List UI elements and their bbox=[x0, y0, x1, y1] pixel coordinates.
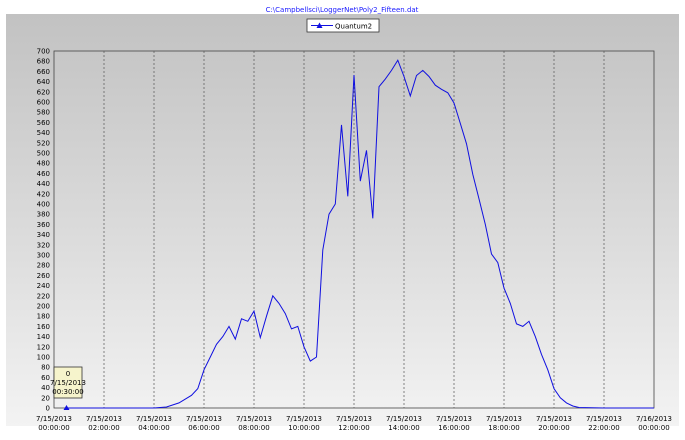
x-tick-date: 7/15/2013 bbox=[336, 415, 372, 423]
y-tick-label: 540 bbox=[37, 129, 50, 137]
legend-box bbox=[306, 18, 380, 33]
x-tick-date: 7/15/2013 bbox=[436, 415, 472, 423]
y-tick-label: 220 bbox=[37, 292, 50, 300]
tooltip-value: 0 bbox=[66, 370, 70, 378]
y-tick-label: 460 bbox=[37, 170, 50, 178]
data-point-tooltip: 0 7/15/2013 00:30:00 bbox=[50, 366, 86, 399]
y-tick-label: 360 bbox=[37, 221, 50, 229]
x-tick-time: 14:00:00 bbox=[388, 424, 419, 432]
y-tick-label: 400 bbox=[37, 201, 50, 209]
x-tick-date: 7/15/2013 bbox=[486, 415, 522, 423]
y-tick-label: 640 bbox=[37, 78, 50, 86]
y-axis-ticks: 0 20 40 60 80 100 120 140 160 180 200 220 240 260 280 3… bbox=[37, 48, 50, 413]
grid-lines bbox=[103, 51, 605, 408]
x-tick-date: 7/15/2013 bbox=[286, 415, 322, 423]
y-tick-label: 60 bbox=[41, 374, 50, 382]
series-layer bbox=[63, 59, 654, 410]
x-tick-time: 20:00:00 bbox=[538, 424, 569, 432]
y-tick-label: 680 bbox=[37, 58, 50, 66]
x-tick-time: 04:00:00 bbox=[138, 424, 169, 432]
y-tick-label: 120 bbox=[37, 343, 50, 351]
y-tick-label: 580 bbox=[37, 109, 50, 117]
x-tick-time: 06:00:00 bbox=[188, 424, 219, 432]
chart-background bbox=[6, 14, 679, 426]
tooltip-box bbox=[53, 366, 83, 399]
x-tick-date: 7/15/2013 bbox=[586, 415, 622, 423]
y-tick-label: 0 bbox=[46, 405, 50, 413]
x-tick-date: 7/15/2013 bbox=[86, 415, 122, 423]
y-tick-label: 160 bbox=[37, 323, 50, 331]
y-tick-label: 700 bbox=[37, 48, 50, 56]
y-tick-label: 200 bbox=[37, 303, 50, 311]
y-tick-label: 520 bbox=[37, 139, 50, 147]
y-tick-label: 240 bbox=[37, 282, 50, 290]
x-tick-time: 16:00:00 bbox=[438, 424, 469, 432]
x-axis-ticks: 7/15/201300:00:007/15/201302:00:007/15/2… bbox=[36, 415, 672, 432]
legend[interactable]: Quantum2 bbox=[306, 18, 380, 33]
series-line-quantum2 bbox=[66, 59, 654, 409]
x-tick-time: 18:00:00 bbox=[488, 424, 519, 432]
x-tick-time: 00:00:00 bbox=[38, 424, 69, 432]
x-tick-date: 7/15/2013 bbox=[36, 415, 72, 423]
x-tick-date: 7/15/2013 bbox=[136, 415, 172, 423]
y-tick-label: 480 bbox=[37, 160, 50, 168]
y-tick-label: 140 bbox=[37, 333, 50, 341]
x-tick-date: 7/15/2013 bbox=[186, 415, 222, 423]
y-tick-label: 80 bbox=[41, 364, 50, 372]
y-tick-label: 280 bbox=[37, 262, 50, 270]
y-tick-label: 380 bbox=[37, 211, 50, 219]
legend-label: Quantum2 bbox=[335, 23, 372, 31]
y-tick-label: 180 bbox=[37, 313, 50, 321]
x-tick-time: 08:00:00 bbox=[238, 424, 269, 432]
tooltip-date: 7/15/2013 bbox=[50, 379, 86, 387]
y-tick-label: 100 bbox=[37, 354, 50, 362]
x-tick-date: 7/16/2013 bbox=[636, 415, 672, 423]
y-tick-label: 440 bbox=[37, 180, 50, 188]
tooltip-time: 00:30:00 bbox=[52, 388, 83, 396]
x-tick-time: 02:00:00 bbox=[88, 424, 119, 432]
y-tick-label: 20 bbox=[41, 394, 50, 402]
y-tick-label: 40 bbox=[41, 384, 50, 392]
x-tick-date: 7/15/2013 bbox=[236, 415, 272, 423]
x-tick-date: 7/15/2013 bbox=[536, 415, 572, 423]
y-tick-label: 260 bbox=[37, 272, 50, 280]
x-tick-time: 22:00:00 bbox=[588, 424, 619, 432]
y-tick-label: 500 bbox=[37, 150, 50, 158]
x-tick-time: 00:00:00 bbox=[638, 424, 669, 432]
x-tick-date: 7/15/2013 bbox=[386, 415, 422, 423]
x-tick-time: 12:00:00 bbox=[338, 424, 369, 432]
y-tick-label: 420 bbox=[37, 190, 50, 198]
x-tick-time: 10:00:00 bbox=[288, 424, 319, 432]
y-tick-label: 340 bbox=[37, 231, 50, 239]
y-tick-label: 620 bbox=[37, 88, 50, 96]
y-tick-label: 600 bbox=[37, 99, 50, 107]
legend-marker-icon bbox=[316, 22, 323, 28]
data-point-marker[interactable] bbox=[63, 405, 70, 410]
y-tick-label: 560 bbox=[37, 119, 50, 127]
chart-title: C:\Campbellsci\LoggerNet\Poly2_Fifteen.d… bbox=[266, 6, 419, 14]
y-tick-label: 660 bbox=[37, 68, 50, 76]
y-tick-label: 320 bbox=[37, 241, 50, 249]
y-tick-label: 300 bbox=[37, 252, 50, 260]
